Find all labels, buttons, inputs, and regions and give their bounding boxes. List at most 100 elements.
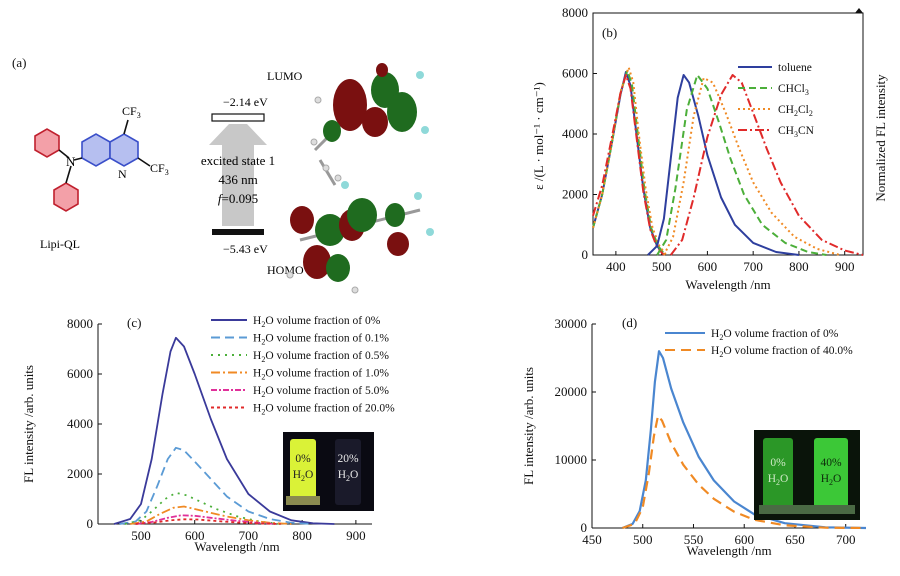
chart-d-yticks: 0 10000 20000 30000 [555, 316, 596, 535]
d-xtick-label: 600 [734, 532, 754, 547]
b-xtick-label: 400 [606, 259, 626, 274]
inset-d-left-top: 0% [770, 457, 786, 469]
c-ytick-label: 8000 [67, 316, 93, 331]
c-ytick-label: 4000 [67, 416, 93, 431]
c-legend-label: H2O volume fraction of 5.0% [253, 385, 389, 399]
molecule-name: Lipi-QL [40, 237, 80, 251]
transition-line-1: excited state 1 [201, 153, 275, 168]
b-series-line [592, 74, 665, 256]
d-xtick-label: 650 [785, 532, 805, 547]
b-ytick-label: 6000 [562, 66, 588, 81]
oscillator-strength: f=0.095 [218, 191, 258, 206]
c-legend-label: H2O volume fraction of 1.0% [253, 368, 389, 382]
inset-c-right-top: 20% [337, 453, 359, 465]
amine-nitrogen: N [66, 154, 76, 169]
b-xtick-label: 500 [652, 259, 672, 274]
c-legend-label: H2O volume fraction of 20.0% [253, 403, 395, 417]
phenyl-ring-upper [34, 128, 60, 158]
chart-b-yticks: 0 2000 4000 6000 8000 [562, 5, 597, 262]
c-series-line [130, 505, 292, 525]
b-series-line [656, 74, 827, 256]
d-xtick-label: 450 [582, 532, 602, 547]
b-legend-label: CH2Cl2 [778, 104, 813, 118]
c-xtick-label: 700 [239, 528, 259, 543]
chart-d-ylabel: FL intensity /arb. units [521, 367, 536, 485]
c-series-line [135, 514, 276, 525]
chart-b-ylabel-left: ε /(L · mol⁻¹ · cm⁻¹) [531, 82, 546, 190]
d-xtick-label: 550 [684, 532, 704, 547]
c-xtick-label: 900 [346, 528, 366, 543]
chart-b-ylabel-right: Normalized FL intensity [873, 74, 888, 202]
c-series-line [119, 446, 313, 525]
inset-c-left-top: 0% [295, 453, 311, 465]
c-ytick-label: 2000 [67, 466, 93, 481]
b-ytick-label: 8000 [562, 5, 588, 20]
quinoline-ring-left [81, 133, 111, 167]
right-axis-arrow-icon [855, 8, 863, 13]
c-xtick-label: 500 [131, 528, 151, 543]
cf3-right: CF3 [150, 161, 169, 177]
c-series-line [135, 518, 281, 525]
chart-d-inset-photo: 0% H2O 40% H2O [754, 430, 860, 520]
chart-c-ylabel: FL intensity /arb. units [21, 365, 36, 483]
chart-b-series [592, 66, 864, 256]
chart-c-series [113, 336, 335, 525]
chart-c: (c) 500 600 700 800 900 0 2000 4000 6000 8000 Wa… [21, 315, 395, 554]
chart-c-panel-label: (c) [127, 315, 141, 330]
lumo-level [211, 113, 265, 122]
chart-c-xlabel: Wavelength /nm [194, 539, 279, 554]
chart-c-legend: H2O volume fraction of 0% H2O volume frac… [211, 315, 395, 417]
b-legend-label: toluene [778, 62, 812, 74]
d-ytick-label: 30000 [555, 316, 588, 331]
homo-level [212, 229, 264, 235]
c-legend-label: H2O volume fraction of 0% [253, 315, 381, 329]
b-xtick-label: 700 [743, 259, 763, 274]
b-series-line [592, 69, 667, 256]
c-series-line [113, 336, 335, 525]
d-xtick-label: 700 [836, 532, 856, 547]
chart-b: (b) 400 500 600 700 800 900 0 2000 4000 6000 8000… [531, 5, 888, 292]
transition-arrow-icon [209, 124, 267, 226]
homo-energy: −5.43 eV [223, 242, 268, 256]
inset-c-right-bottom: H2O [338, 469, 359, 483]
chart-d-panel-label: (d) [622, 315, 637, 330]
chart-b-xlabel: Wavelength /nm [685, 277, 770, 292]
d-xtick-label: 500 [633, 532, 653, 547]
quinoline-ring-right [109, 133, 139, 167]
c-legend-label: H2O volume fraction of 0.5% [253, 350, 389, 364]
lumo-label: LUMO [267, 69, 303, 83]
homo-label: HOMO [267, 263, 304, 277]
chart-b-panel-label: (b) [602, 25, 617, 40]
chart-d-xlabel: Wavelength /nm [686, 543, 771, 558]
chart-b-frame [592, 12, 864, 256]
lumo-energy: −2.14 eV [223, 95, 268, 109]
inset-d-right-top: 40% [820, 457, 842, 469]
chart-d-legend: H2O volume fraction of 0% H2O volume frac… [665, 328, 853, 359]
inset-d-right-bottom: H2O [821, 473, 842, 487]
molecule-structure-icon [34, 119, 151, 212]
c-ytick-label: 0 [87, 516, 94, 531]
chart-c-yticks: 0 2000 4000 6000 8000 [67, 316, 102, 531]
b-xtick-label: 900 [835, 259, 855, 274]
b-legend-label: CH3CN [778, 125, 815, 139]
b-legend-label: CHCl3 [778, 83, 809, 97]
inset-d-left-bottom: H2O [768, 473, 789, 487]
panel-a-label: (a) [12, 55, 26, 70]
c-xtick-label: 600 [185, 528, 205, 543]
d-ytick-label: 20000 [555, 384, 588, 399]
b-ytick-label: 4000 [562, 126, 588, 141]
chart-b-xticks: 400 500 600 700 800 900 [606, 251, 854, 274]
b-xtick-label: 600 [698, 259, 718, 274]
lumo-orbital-icon [310, 63, 429, 186]
d-legend-label: H2O volume fraction of 0% [711, 328, 839, 342]
d-ytick-label: 10000 [555, 452, 588, 467]
chart-b-legend: toluene CHCl3 CH2Cl2 CH3CN [738, 62, 815, 139]
chart-c-xticks: 500 600 700 800 900 [131, 520, 366, 543]
inset-c-left-bottom: H2O [293, 469, 314, 483]
homo-orbital-icon [286, 181, 434, 294]
chart-d: (d) 450 500 550 600 650 700 0100002000030000 … [521, 315, 867, 558]
c-ytick-label: 6000 [67, 366, 93, 381]
chart-c-inset-photo: 0% H2O 20% H2O [283, 432, 374, 511]
c-series-line [124, 491, 281, 525]
